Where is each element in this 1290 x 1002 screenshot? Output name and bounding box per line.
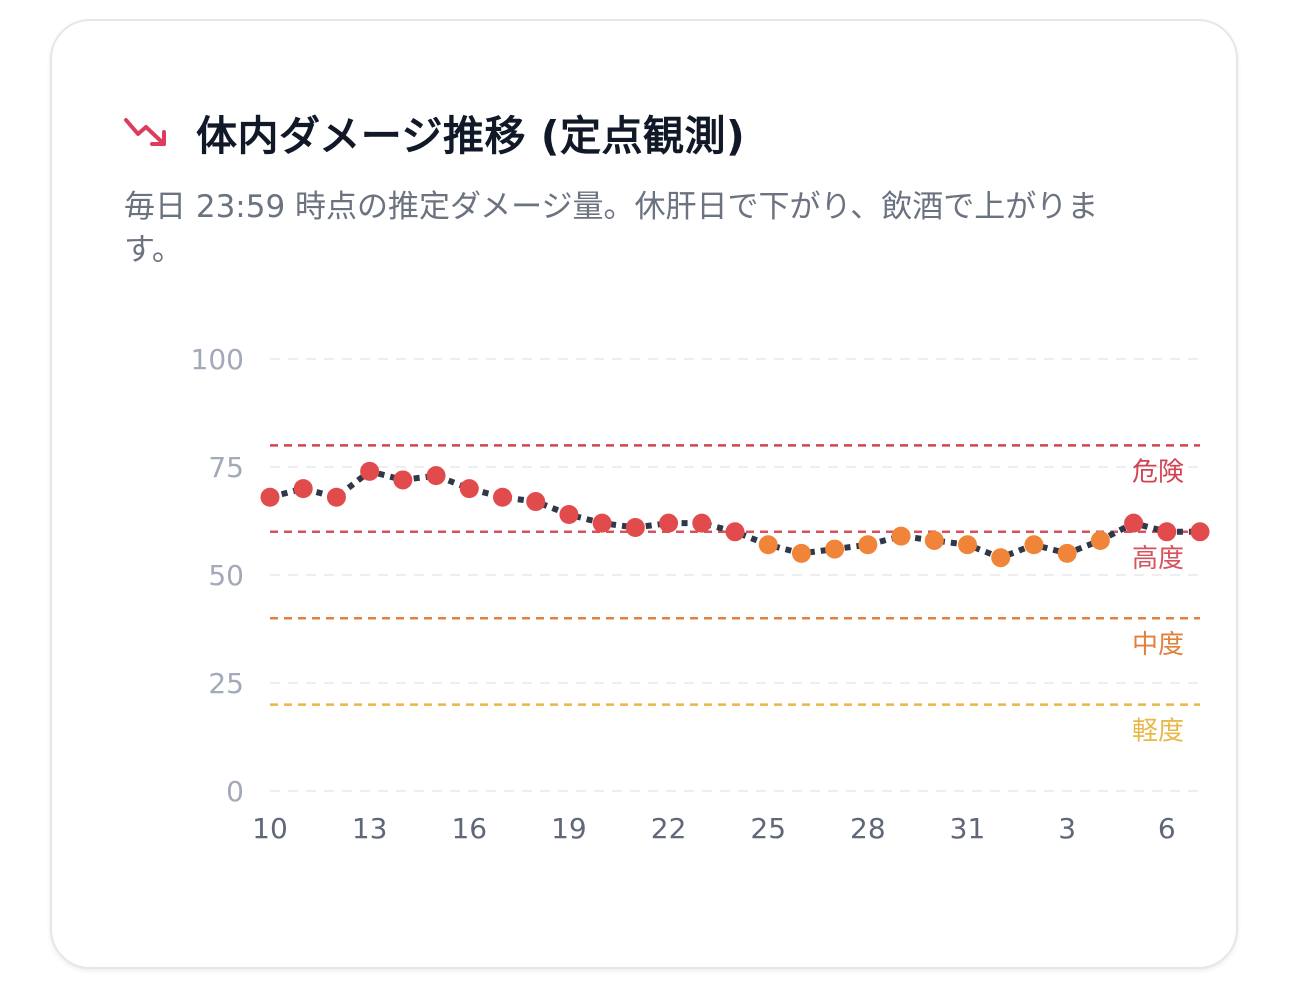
data-point[interactable] bbox=[526, 492, 546, 512]
data-point[interactable] bbox=[393, 470, 413, 490]
card-subtitle: 毎日 23:59 時点の推定ダメージ量。休肝日で下がり、飲酒で上がります。 bbox=[124, 189, 1099, 268]
data-point[interactable] bbox=[725, 522, 745, 542]
data-point[interactable] bbox=[858, 535, 878, 555]
data-point[interactable] bbox=[493, 487, 512, 507]
data-point[interactable] bbox=[625, 517, 645, 537]
damage-trend-card bbox=[50, 19, 1238, 969]
data-point[interactable] bbox=[326, 487, 346, 507]
data-point[interactable] bbox=[459, 479, 479, 499]
data-point[interactable] bbox=[924, 530, 944, 550]
data-point[interactable] bbox=[958, 535, 977, 555]
data-point[interactable] bbox=[758, 535, 778, 555]
card-title: 体内ダメージ推移 (定点観測) bbox=[196, 112, 746, 160]
data-point[interactable] bbox=[1124, 513, 1144, 533]
x-tick-label: 16 bbox=[451, 812, 487, 845]
data-point[interactable] bbox=[891, 526, 911, 546]
y-tick-label: 25 bbox=[208, 667, 244, 700]
x-tick-label: 10 bbox=[252, 812, 288, 845]
data-point[interactable] bbox=[559, 505, 579, 525]
data-point[interactable] bbox=[991, 548, 1011, 568]
data-point[interactable] bbox=[1090, 530, 1110, 550]
threshold-label: 危険 bbox=[1132, 457, 1184, 487]
trend-down-icon bbox=[124, 118, 166, 146]
x-tick-label: 13 bbox=[352, 812, 388, 845]
data-point[interactable] bbox=[1157, 522, 1177, 542]
data-point[interactable] bbox=[260, 487, 280, 507]
threshold-label: 軽度 bbox=[1132, 717, 1184, 747]
data-point[interactable] bbox=[659, 513, 679, 533]
data-point[interactable] bbox=[426, 466, 446, 486]
y-tick-label: 50 bbox=[208, 559, 244, 592]
x-tick-label: 28 bbox=[850, 812, 886, 845]
x-tick-label: 31 bbox=[950, 812, 986, 845]
x-tick-label: 22 bbox=[651, 812, 687, 845]
data-point[interactable] bbox=[1024, 535, 1044, 555]
threshold-label: 高度 bbox=[1132, 544, 1184, 574]
x-tick-label: 3 bbox=[1058, 812, 1076, 845]
y-tick-label: 0 bbox=[226, 775, 244, 808]
data-point[interactable] bbox=[293, 479, 313, 499]
x-tick-label: 19 bbox=[551, 812, 587, 845]
x-tick-label: 25 bbox=[750, 812, 786, 845]
data-point[interactable] bbox=[1057, 543, 1077, 563]
series-line bbox=[269, 468, 1200, 561]
card-header: 体内ダメージ推移 (定点観測) bbox=[124, 100, 745, 164]
y-tick-label: 100 bbox=[191, 343, 244, 376]
data-point[interactable] bbox=[592, 513, 612, 533]
x-tick-label: 6 bbox=[1158, 812, 1176, 845]
data-point[interactable] bbox=[692, 513, 712, 533]
threshold-label: 中度 bbox=[1132, 630, 1184, 660]
data-point[interactable] bbox=[825, 539, 845, 559]
data-point[interactable] bbox=[791, 543, 811, 563]
data-point[interactable] bbox=[1190, 522, 1210, 542]
data-point[interactable] bbox=[360, 461, 380, 481]
y-tick-label: 75 bbox=[208, 451, 244, 484]
